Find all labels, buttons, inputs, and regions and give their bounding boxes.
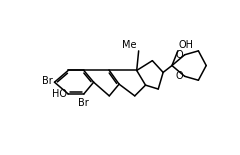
Text: O: O (175, 50, 183, 60)
Text: Br: Br (42, 76, 53, 86)
Text: O: O (175, 71, 183, 81)
Text: OH: OH (179, 40, 194, 50)
Text: HO: HO (52, 89, 67, 99)
Text: Br: Br (78, 98, 89, 108)
Text: Me: Me (122, 40, 137, 50)
